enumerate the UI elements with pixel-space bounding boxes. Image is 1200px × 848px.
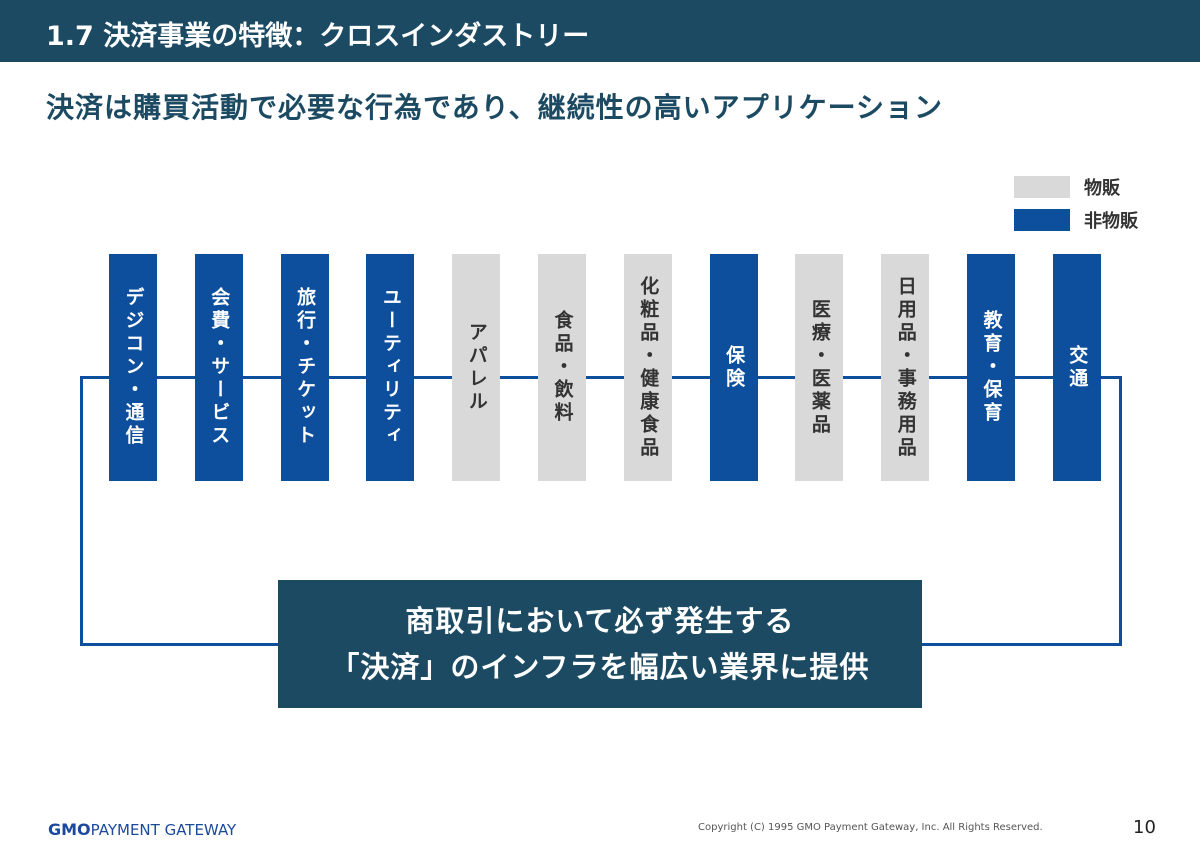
industry-label: 交通 xyxy=(1066,344,1089,391)
connector-line xyxy=(80,376,1122,379)
industry-label: 日用品・事務用品 xyxy=(894,275,917,460)
industry-label: 保険 xyxy=(723,344,746,391)
industry-column: 医療・医薬品 xyxy=(795,254,844,481)
industry-column: 会費・サービス xyxy=(194,254,243,481)
slide-title: 1.7 決済事業の特徴：クロスインダストリー xyxy=(46,21,590,52)
industry-label: 医療・医薬品 xyxy=(808,298,831,437)
logo-bold: GMO xyxy=(48,820,91,839)
industry-column: ユーティリティ xyxy=(366,254,415,481)
legend: 物販 非物販 xyxy=(1014,176,1138,242)
message-box: 商取引において必ず発生する 「決済」のインフラを幅広い業界に提供 xyxy=(278,580,922,708)
industry-label: 食品・飲料 xyxy=(551,310,574,425)
slide-header: 1.7 決済事業の特徴：クロスインダストリー xyxy=(0,0,1200,62)
industry-column: 食品・飲料 xyxy=(538,254,586,481)
legend-item-nonphysical: 非物販 xyxy=(1014,209,1138,232)
industry-label: デジコン・通信 xyxy=(122,287,145,448)
industry-label: 化粧品・健康食品 xyxy=(637,275,660,460)
logo-text: PAYMENT GATEWAY xyxy=(90,821,237,839)
industry-label: 教育・保育 xyxy=(980,310,1003,425)
slide-subtitle: 決済は購買活動で必要な行為であり、継続性の高いアプリケーション xyxy=(46,91,944,124)
message-line: 商取引において必ず発生する xyxy=(405,604,795,638)
legend-label: 非物販 xyxy=(1084,211,1138,232)
industry-label: ユーティリティ xyxy=(379,287,402,448)
industry-label: 会費・サービス xyxy=(208,287,231,448)
industry-column: 旅行・チケット xyxy=(280,254,329,481)
legend-swatch xyxy=(1014,209,1070,231)
legend-item-physical: 物販 xyxy=(1014,176,1138,199)
industry-label: 旅行・チケット xyxy=(294,287,317,448)
company-logo: GMOPAYMENT GATEWAY xyxy=(48,820,236,839)
industry-column: 日用品・事務用品 xyxy=(881,254,930,481)
copyright: Copyright (C) 1995 GMO Payment Gateway, … xyxy=(698,822,1043,833)
industry-column: 化粧品・健康食品 xyxy=(623,254,672,481)
legend-swatch xyxy=(1014,176,1070,198)
industry-column: 交通 xyxy=(1052,254,1101,481)
industry-column: 保険 xyxy=(709,254,758,481)
legend-label: 物販 xyxy=(1084,178,1120,199)
industry-column: 教育・保育 xyxy=(967,254,1015,481)
message-line: 「決済」のインフラを幅広い業界に提供 xyxy=(330,650,870,684)
industry-column: デジコン・通信 xyxy=(109,254,157,481)
industry-column: アパレル xyxy=(452,254,501,481)
page-number: 10 xyxy=(1133,817,1156,838)
industry-label: アパレル xyxy=(465,321,488,414)
